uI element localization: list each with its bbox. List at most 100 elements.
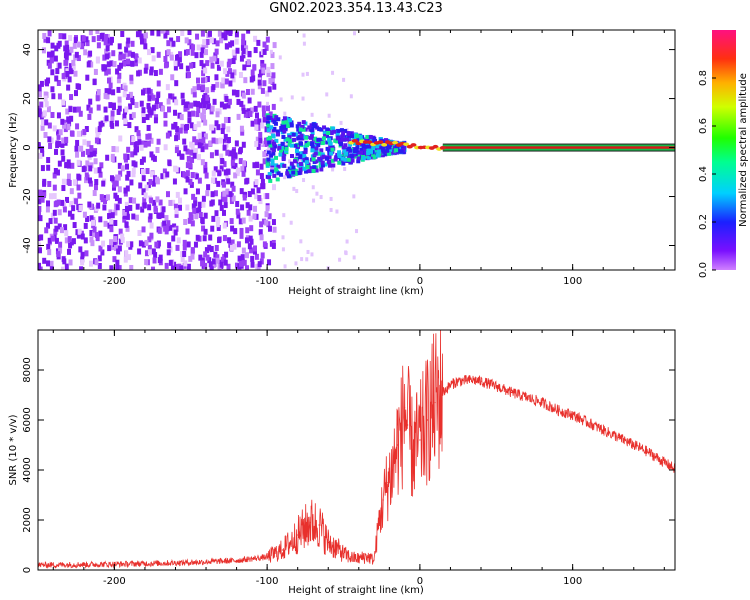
spectrogram-cell [88, 50, 93, 57]
spectrogram-cell [316, 143, 321, 148]
spectrogram-cell [201, 77, 206, 84]
spectrogram-cell [190, 220, 195, 227]
spectrogram-cell [151, 266, 156, 270]
spectrogram-cell [143, 192, 148, 199]
spectrogram-cell [40, 146, 45, 153]
spectrogram-cell [227, 98, 232, 105]
spectrogram-cell [262, 80, 267, 87]
spectrogram-cell [224, 251, 229, 258]
spectrogram-cell [165, 84, 170, 91]
spectrogram-cell [379, 142, 384, 147]
spectrogram-cell [197, 177, 202, 184]
spectrogram-cell [331, 167, 335, 172]
spectrogram-cell [137, 133, 142, 140]
spectrogram-cell [130, 51, 135, 58]
snr-data-point [472, 379, 474, 381]
spectrogram-cell [244, 178, 249, 185]
spectrogram-cell [244, 45, 249, 52]
spectrogram-cell [172, 178, 177, 185]
spectrogram-cell [219, 165, 224, 172]
spectrogram-cell [237, 255, 242, 262]
spectrogram-cell [79, 145, 84, 152]
snr-data-point [411, 449, 413, 451]
spectrogram-cell [131, 112, 136, 119]
spectrogram-cell [299, 157, 303, 162]
snr-ylabel: SNR (10 * v/v) [8, 414, 19, 485]
spectrogram-cell [343, 128, 348, 133]
spectrogram-cell [64, 59, 69, 66]
spectrogram-cell [61, 256, 66, 263]
spectrogram-cell [102, 54, 107, 61]
spectrogram-cell [257, 79, 262, 86]
spectrogram-cell [352, 135, 357, 140]
spectrogram-cell [283, 125, 288, 130]
spectrogram-cell [255, 169, 260, 176]
spectrogram-cell [240, 166, 245, 173]
snr-data-point [572, 414, 574, 416]
spectrogram-cell [228, 30, 233, 34]
spectrogram-cell [47, 237, 52, 244]
spectrogram-cell [257, 101, 262, 108]
spectrogram-cell [301, 72, 305, 77]
spectrogram-cell [140, 206, 145, 213]
spectrogram-cell [232, 243, 237, 250]
x-tick-label: -200 [103, 276, 126, 287]
spectrogram-cell [259, 234, 264, 241]
snr-data-point [318, 524, 320, 526]
spectrogram-cell [270, 75, 275, 82]
snr-data-point [480, 380, 482, 382]
spectrogram-cell [131, 213, 136, 220]
spectrogram-cell [130, 95, 135, 102]
y-tick-label: 6000 [22, 407, 33, 432]
spectrogram-cell [120, 30, 125, 37]
spectrogram-cell [228, 41, 233, 48]
spectrogram-cell [122, 91, 127, 98]
spectrogram-cell [92, 150, 97, 157]
spectrogram-cell [271, 148, 276, 153]
spectrogram-cell [68, 259, 73, 266]
spectrogram-cell [87, 113, 92, 120]
spectrogram-cell [47, 30, 52, 37]
spectrogram-cell [92, 190, 97, 197]
spectrogram-cell [144, 63, 149, 70]
spectrogram-cell [180, 251, 185, 258]
spectrogram-cell [247, 191, 252, 198]
spectrogram-cell [288, 169, 293, 174]
spectrogram-cell [238, 158, 243, 165]
spectrogram-cell [314, 149, 319, 154]
spectrogram-cell [236, 241, 241, 248]
spectrogram-cell [182, 171, 187, 178]
spectrogram-cell [228, 191, 233, 198]
spectrogram-cell [352, 255, 356, 260]
spectrogram-cell [296, 136, 301, 141]
spectrogram-cell [77, 174, 82, 181]
spectrogram-cell [109, 36, 114, 43]
spectrogram-cell [133, 53, 138, 60]
spectrogram-cell [298, 154, 303, 159]
spectrogram-cell [270, 145, 275, 150]
spectrogram-cell [194, 139, 199, 146]
spectrogram-cell [183, 124, 188, 131]
spectrogram-cell [291, 165, 296, 170]
spectrogram-cell [284, 119, 289, 124]
spectrogram-cell [272, 141, 277, 146]
spectrogram-cell [147, 204, 152, 211]
spectrogram-cell [131, 171, 136, 178]
spectrogram-cell [267, 146, 271, 151]
spectrogram-cell [82, 139, 87, 146]
spectrogram-cell [162, 168, 167, 175]
spectrogram-cell [230, 239, 235, 246]
spectrogram-cell [38, 205, 42, 212]
spectrogram-cell [266, 71, 271, 78]
spectrogram-cell [110, 155, 115, 162]
spectrogram-cell [50, 50, 55, 57]
spectrogram-cell [356, 159, 361, 164]
spectrogram-cell [89, 61, 94, 68]
spectrogram-cell [291, 132, 296, 137]
spectrogram-cell [44, 119, 49, 126]
spectrogram-cell [123, 118, 128, 125]
spectrogram-cell [60, 199, 65, 206]
spectrogram-cell [274, 163, 279, 168]
spectrogram-cell [297, 129, 302, 134]
spectrogram-cell [217, 263, 222, 270]
